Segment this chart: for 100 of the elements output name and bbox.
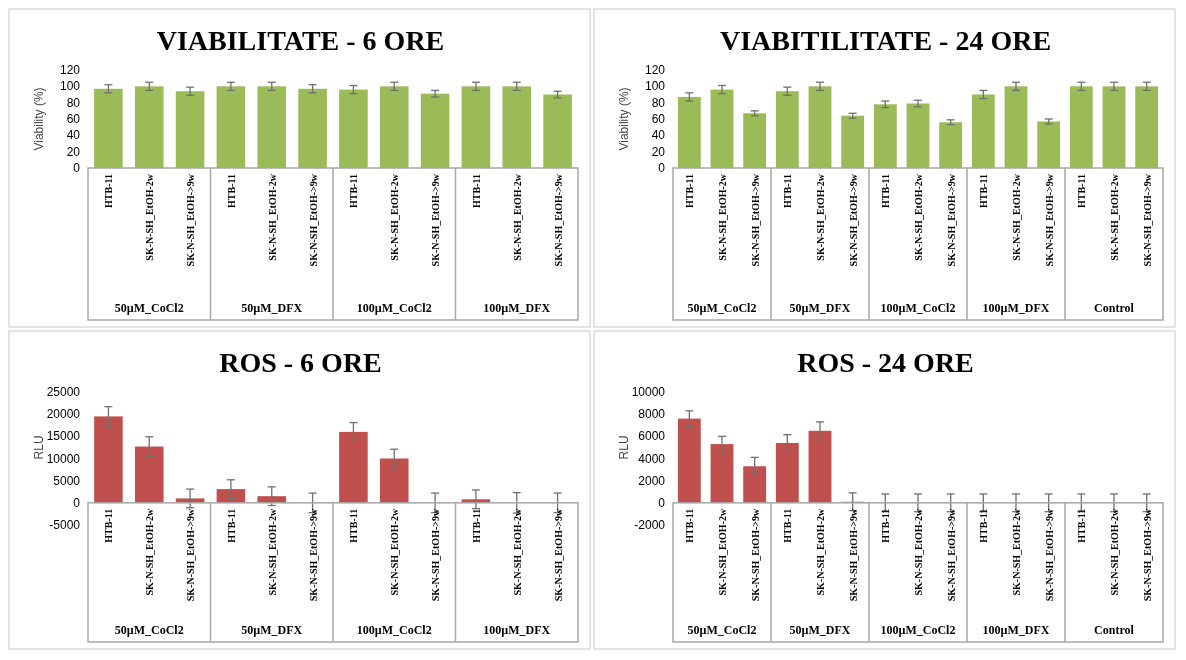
y-tick-label: 40 (66, 128, 81, 143)
x-tick-label: HTB-11 (1076, 508, 1088, 543)
y-tick-label: 60 (66, 112, 81, 126)
y-tick-label: 0 (658, 161, 666, 175)
y-tick-label: 6000 (638, 429, 666, 444)
y-tick-label: 40 (651, 128, 666, 143)
x-tick-label: SK-N-SH_EtOH-2w (266, 508, 278, 596)
text: 50µM_CoCl2 (114, 301, 184, 315)
x-tick-label: HTB-11 (348, 508, 360, 543)
x-tick-label: SK-N-SH_EtOH->9w (945, 508, 957, 602)
x-tick-label: HTB-11 (782, 174, 794, 208)
text: 50µM_CoCl2 (687, 623, 757, 637)
y-tick-label: 8000 (638, 407, 666, 422)
x-tick-label: HTB-11 (103, 174, 115, 208)
x-tick-label: SK-N-SH_EtOH->9w (552, 508, 564, 602)
x-tick-label: SK-N-SH_EtOH->9w (1141, 173, 1153, 267)
y-axis-title: RLU (32, 435, 46, 460)
text: Control (1094, 623, 1135, 637)
x-tick-label: SK-N-SH_EtOH->9w (847, 173, 859, 267)
x-tick-label: HTB-11 (470, 174, 482, 208)
x-tick-label: HTB-11 (880, 174, 892, 208)
x-tick-label: SK-N-SH_EtOH-2w (1109, 173, 1120, 261)
y-tick-label: 0 (73, 161, 81, 175)
x-tick-label: HTB-11 (782, 508, 794, 543)
y-tick-label: 4000 (638, 451, 666, 466)
x-tick-label: SK-N-SH_EtOH-2w (144, 508, 156, 596)
y-tick-label: 5000 (53, 473, 81, 488)
x-tick-label: SK-N-SH_EtOH->9w (185, 508, 197, 602)
y-tick-label: 0 (658, 495, 666, 510)
x-tick-label: SK-N-SH_EtOH->9w (552, 173, 564, 267)
chart-title: VIABILITATE - 6 ORE (156, 25, 445, 56)
text: 50µM_DFX (241, 301, 303, 315)
x-tick-label: SK-N-SH_EtOH-2w (717, 173, 728, 261)
x-tick-label: HTB-11 (978, 508, 990, 543)
text: 50µM_DFX (789, 623, 851, 637)
x-tick-label: SK-N-SH_EtOH->9w (945, 173, 957, 267)
x-tick-label: HTB-11 (470, 508, 482, 543)
y-tick-label: 2000 (638, 473, 666, 488)
x-tick-label: HTB-11 (978, 174, 990, 208)
x-tick-label: SK-N-SH_EtOH-2w (1011, 508, 1022, 596)
y-axis-title: Viability (%) (617, 87, 631, 151)
x-tick-label: SK-N-SH_EtOH-2w (717, 508, 728, 596)
y-tick-label: -5000 (49, 518, 81, 532)
y-tick-label: 120 (59, 63, 81, 77)
y-tick-label: 10000 (631, 385, 666, 399)
x-tick-label: SK-N-SH_EtOH-2w (913, 508, 924, 596)
y-tick-label: -2000 (634, 518, 666, 532)
text: 100µM_DFX (982, 623, 1050, 637)
y-tick-label: 100 (59, 79, 81, 94)
text: 50µM_DFX (789, 301, 851, 315)
x-tick-label: HTB-11 (348, 174, 360, 208)
y-tick-label: 100 (644, 79, 666, 94)
x-tick-label: HTB-11 (225, 174, 237, 208)
x-tick-label: SK-N-SH_EtOH->9w (430, 508, 442, 602)
x-tick-label: SK-N-SH_EtOH->9w (1141, 508, 1153, 602)
y-tick-label: 20 (651, 144, 666, 159)
x-tick-label: SK-N-SH_EtOH-2w (389, 508, 401, 596)
x-tick-label: SK-N-SH_EtOH-2w (266, 173, 278, 261)
text: 100µM_DFX (483, 623, 551, 637)
y-tick-label: 15000 (46, 429, 81, 444)
chart-title: ROS - 24 ORE (797, 347, 974, 378)
y-tick-label: 120 (644, 63, 666, 77)
text: Control (1094, 301, 1135, 315)
y-tick-label: 0 (73, 495, 81, 510)
y-tick-label: 20000 (46, 407, 81, 422)
text: 100µM_CoCl2 (880, 623, 956, 637)
y-tick-label: 25000 (46, 385, 81, 399)
x-tick-label: SK-N-SH_EtOH-2w (389, 173, 401, 261)
x-tick-label: SK-N-SH_EtOH->9w (1043, 508, 1055, 602)
x-tick-label: SK-N-SH_EtOH->9w (1043, 173, 1055, 267)
x-tick-label: SK-N-SH_EtOH-2w (1109, 508, 1120, 596)
x-tick-label: SK-N-SH_EtOH->9w (185, 173, 197, 267)
y-tick-label: 60 (651, 112, 666, 126)
y-tick-label: 20 (66, 144, 81, 159)
x-tick-label: HTB-11 (1076, 174, 1088, 208)
y-axis-title: RLU (617, 435, 631, 460)
x-tick-label: HTB-11 (684, 174, 696, 208)
chart-title: ROS - 6 ORE (219, 347, 382, 378)
text: 100µM_DFX (982, 301, 1050, 315)
y-tick-label: 80 (651, 95, 666, 110)
x-tick-label: SK-N-SH_EtOH-2w (815, 173, 826, 261)
x-tick-label: SK-N-SH_EtOH-2w (511, 173, 523, 261)
x-tick-label: SK-N-SH_EtOH->9w (749, 173, 761, 267)
x-tick-label: HTB-11 (880, 508, 892, 543)
x-tick-label: SK-N-SH_EtOH-2w (511, 508, 523, 596)
x-tick-label: SK-N-SH_EtOH->9w (430, 173, 442, 267)
x-tick-label: SK-N-SH_EtOH-2w (815, 508, 826, 596)
x-tick-label: SK-N-SH_EtOH-2w (913, 173, 924, 261)
y-tick-label: 10000 (46, 451, 81, 466)
chart-title: VIABITILITATE - 24 ORE (719, 25, 1052, 56)
x-tick-label: HTB-11 (684, 508, 696, 543)
x-tick-label: SK-N-SH_EtOH->9w (847, 508, 859, 602)
x-tick-label: SK-N-SH_EtOH->9w (749, 508, 761, 602)
text: 100µM_CoCl2 (880, 301, 956, 315)
text: 100µM_DFX (483, 301, 551, 315)
text: 50µM_CoCl2 (114, 623, 184, 637)
y-tick-label: 80 (66, 95, 81, 110)
text: 100µM_CoCl2 (356, 623, 432, 637)
text: 50µM_CoCl2 (687, 301, 757, 315)
x-tick-label: HTB-11 (103, 508, 115, 543)
